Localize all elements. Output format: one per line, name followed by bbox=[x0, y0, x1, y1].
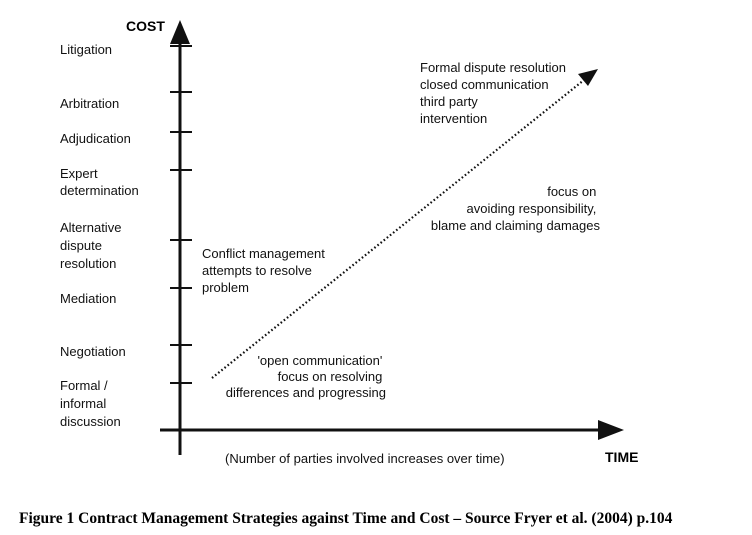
y-axis-arrowhead bbox=[170, 20, 190, 44]
strategy-expert-determination: Expert determination bbox=[60, 166, 139, 198]
strategy-line: determination bbox=[60, 183, 139, 198]
escalation-dotted-line bbox=[211, 79, 585, 379]
annotation-line: closed communication bbox=[420, 77, 549, 92]
strategy-mediation: Mediation bbox=[60, 291, 116, 306]
x-axis-arrowhead bbox=[598, 420, 624, 440]
x-axis-note: (Number of parties involved increases ov… bbox=[225, 451, 505, 466]
annotation-line: focus on bbox=[547, 184, 596, 199]
strategy-line: Alternative bbox=[60, 220, 121, 235]
figure-caption: Figure 1 Contract Management Strategies … bbox=[19, 510, 673, 527]
strategy-arbitration: Arbitration bbox=[60, 96, 119, 111]
strategy-adjudication: Adjudication bbox=[60, 131, 131, 146]
annotation-line: blame and claiming damages bbox=[431, 218, 601, 233]
strategy-line: informal bbox=[60, 396, 106, 411]
annotation-avoiding-responsibility: focus on avoiding responsibility, blame … bbox=[431, 184, 601, 233]
strategy-line: dispute bbox=[60, 238, 102, 253]
annotation-line: intervention bbox=[420, 111, 487, 126]
strategy-line: Arbitration bbox=[60, 96, 119, 111]
annotation-line: focus on resolving bbox=[278, 369, 383, 384]
strategy-line: Mediation bbox=[60, 291, 116, 306]
escalation-arrowhead bbox=[578, 69, 598, 86]
annotation-open-communication: 'open communication' focus on resolving … bbox=[226, 353, 386, 400]
annotation-formal-dispute-resolution: Formal dispute resolution closed communi… bbox=[420, 60, 570, 126]
strategy-line: resolution bbox=[60, 256, 116, 271]
strategy-line: Formal / bbox=[60, 378, 108, 393]
strategy-line: Negotiation bbox=[60, 344, 126, 359]
annotation-line: avoiding responsibility, bbox=[467, 201, 597, 216]
strategy-line: Adjudication bbox=[60, 131, 131, 146]
strategy-alternative-dispute-resolution: Alternative dispute resolution bbox=[60, 220, 125, 271]
y-axis-title: COST bbox=[126, 18, 165, 34]
y-axis-ticks bbox=[170, 45, 192, 384]
annotation-line: attempts to resolve bbox=[202, 263, 312, 278]
strategy-litigation: Litigation bbox=[60, 42, 112, 57]
annotation-line: 'open communication' bbox=[257, 353, 382, 368]
strategy-line: discussion bbox=[60, 414, 121, 429]
x-axis-title: TIME bbox=[605, 449, 638, 465]
strategy-line: Expert bbox=[60, 166, 98, 181]
annotation-line: problem bbox=[202, 280, 249, 295]
strategy-formal-informal-discussion: Formal / informal discussion bbox=[60, 378, 121, 429]
strategy-negotiation: Negotiation bbox=[60, 344, 126, 359]
annotation-line: Conflict management bbox=[202, 246, 325, 261]
strategy-line: Litigation bbox=[60, 42, 112, 57]
annotation-line: differences and progressing bbox=[226, 385, 386, 400]
annotation-line: Formal dispute resolution bbox=[420, 60, 566, 75]
annotation-conflict-management: Conflict management attempts to resolve … bbox=[202, 246, 328, 295]
annotation-line: third party bbox=[420, 94, 478, 109]
